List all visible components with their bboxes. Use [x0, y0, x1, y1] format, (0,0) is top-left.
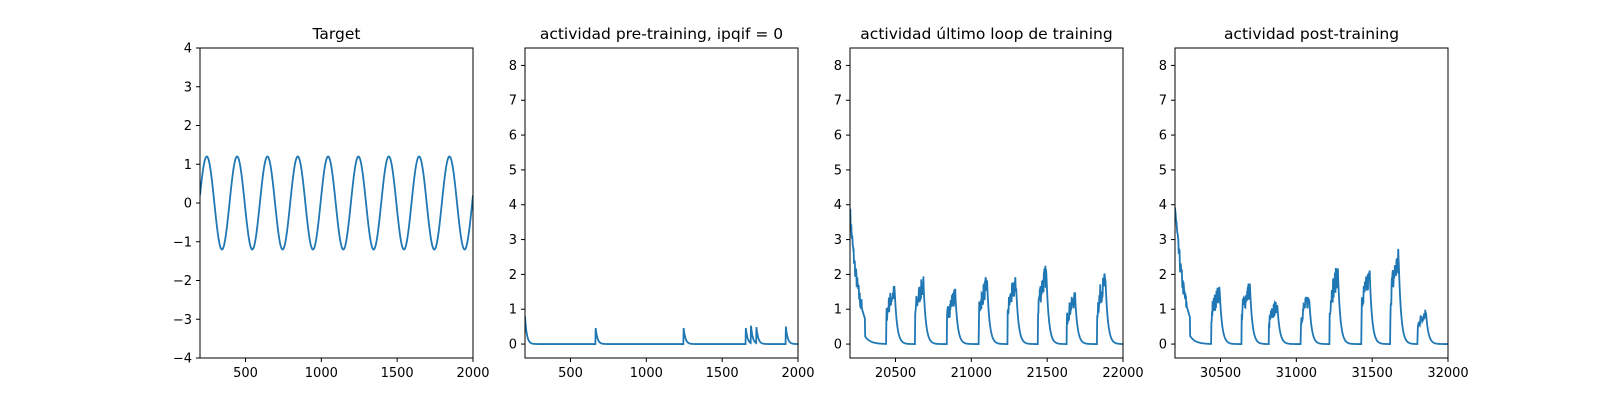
y-tick-label: 8: [509, 59, 517, 74]
axes-frame: [1174, 47, 1449, 359]
y-tick-label: 7: [1159, 94, 1167, 109]
y-tick-label: 3: [184, 80, 192, 95]
x-tick-label: 500: [233, 366, 258, 381]
axes-frame: [524, 47, 799, 359]
panel-2: 500 1000 1500 2000 0 1 2 3 4 5 6 7 8 actividad pre-tr…: [509, 25, 815, 381]
panel-1: 500 1000 1500 2000 −4 −3 −2 −1 0 1 2 3 4 Target: [173, 25, 490, 381]
y-tick-label: −4: [173, 352, 192, 367]
axes-frame: [849, 47, 1124, 359]
x-tick-label: 21000: [951, 366, 992, 381]
y-tick-label: 2: [184, 119, 192, 134]
chart-title: actividad último loop de training: [860, 25, 1112, 43]
y-tick-label: 8: [834, 59, 842, 74]
chart-title: Target: [312, 25, 361, 43]
x-tick-label: 2000: [781, 366, 814, 381]
y-tick-label: 4: [509, 198, 517, 213]
x-tick-label: 20500: [875, 366, 916, 381]
y-tick-label: 3: [509, 233, 517, 248]
x-tick-label: 31500: [1351, 366, 1392, 381]
x-tick-label: 500: [558, 366, 583, 381]
y-tick-label: 8: [1159, 59, 1167, 74]
y-tick-label: 1: [509, 303, 517, 318]
y-tick-label: 3: [834, 233, 842, 248]
y-tick-label: 2: [1159, 268, 1167, 283]
x-tick-label: 1500: [381, 366, 414, 381]
series-line: [850, 208, 1123, 345]
x-tick-label: 21500: [1026, 366, 1067, 381]
series-line: [1175, 207, 1448, 345]
y-tick-label: 6: [509, 129, 517, 144]
y-tick-label: 4: [184, 42, 192, 57]
y-tick-label: 4: [1159, 198, 1167, 213]
x-tick-label: 30500: [1200, 366, 1241, 381]
y-tick-label: 7: [834, 94, 842, 109]
x-tick-label: 1000: [305, 366, 338, 381]
panel-4: 30500 31000 31500 32000 0 1 2 3 4 5 6 7 8 actividad p…: [1159, 25, 1469, 381]
y-tick-label: 5: [834, 163, 842, 178]
y-tick-label: 7: [509, 94, 517, 109]
chart-title: actividad post-training: [1224, 25, 1399, 43]
y-tick-label: 1: [1159, 303, 1167, 318]
series-line: [525, 316, 798, 345]
y-tick-label: 4: [834, 198, 842, 213]
x-tick-label: 1000: [630, 366, 663, 381]
y-tick-label: −1: [173, 235, 192, 250]
y-tick-label: 0: [509, 338, 517, 353]
panel-3: 20500 21000 21500 22000 0 1 2 3 4 5 6 7 8 actividad ú…: [834, 25, 1144, 381]
y-tick-label: 5: [509, 163, 517, 178]
x-tick-label: 2000: [456, 366, 489, 381]
y-tick-label: 1: [834, 303, 842, 318]
x-tick-label: 22000: [1102, 366, 1143, 381]
y-tick-label: −2: [173, 274, 192, 289]
y-tick-label: 6: [834, 129, 842, 144]
y-tick-label: 2: [509, 268, 517, 283]
y-tick-label: −3: [173, 313, 192, 328]
y-tick-label: 6: [1159, 129, 1167, 144]
series-line: [200, 155, 473, 251]
y-tick-label: 2: [834, 268, 842, 283]
y-tick-label: 0: [1159, 338, 1167, 353]
x-tick-label: 32000: [1427, 366, 1468, 381]
x-tick-label: 1500: [706, 366, 739, 381]
chart-title: actividad pre-training, ipqif = 0: [540, 25, 783, 43]
y-tick-label: 0: [184, 197, 192, 212]
x-tick-label: 31000: [1276, 366, 1317, 381]
y-tick-label: 5: [1159, 163, 1167, 178]
y-tick-label: 3: [1159, 233, 1167, 248]
y-tick-label: 1: [184, 158, 192, 173]
y-tick-label: 0: [834, 338, 842, 353]
